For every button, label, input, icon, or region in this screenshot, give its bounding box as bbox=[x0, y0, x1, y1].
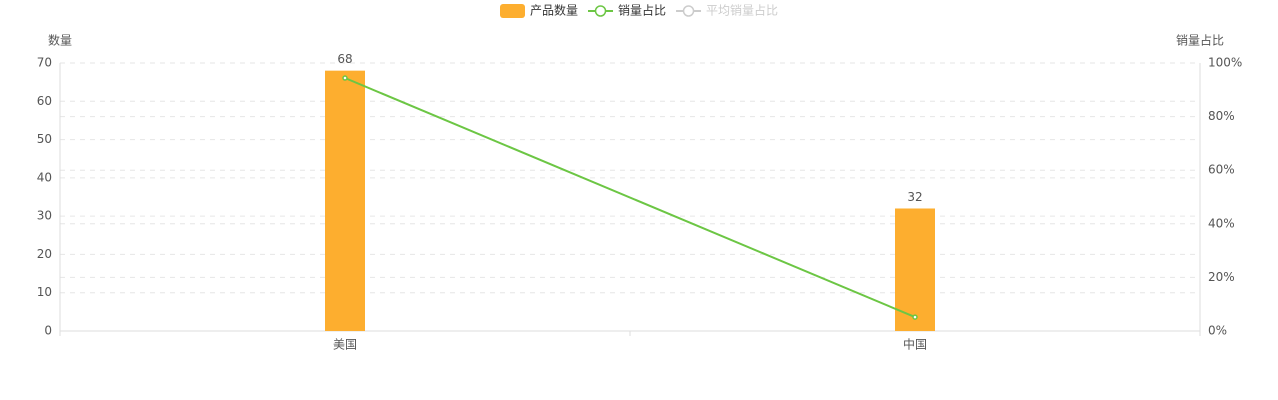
legend-label[interactable]: 产品数量 bbox=[530, 3, 578, 18]
legend-label[interactable]: 平均销量占比 bbox=[706, 3, 778, 18]
y-tick-label: 30 bbox=[37, 209, 52, 223]
line bbox=[344, 77, 916, 318]
y2-axis-name: 销量占比 bbox=[1176, 33, 1224, 48]
data-label: 32 bbox=[907, 190, 922, 204]
legend-swatch[interactable] bbox=[594, 5, 607, 17]
x-tick-label: 美国 bbox=[333, 338, 357, 352]
y-axis-name: 数量 bbox=[48, 33, 72, 48]
y2-tick-label: 0% bbox=[1208, 324, 1227, 338]
x-tick-label: 中国 bbox=[903, 337, 927, 352]
legend-swatch[interactable] bbox=[500, 4, 525, 18]
data-label: 68 bbox=[337, 52, 352, 66]
bar bbox=[895, 208, 935, 331]
legend-swatch[interactable] bbox=[682, 5, 695, 17]
y-tick-label: 0 bbox=[44, 324, 52, 338]
y-tick-label: 40 bbox=[37, 170, 52, 184]
bar bbox=[325, 70, 365, 332]
y-tick-label: 70 bbox=[37, 56, 52, 70]
legend-label[interactable]: 销量占比 bbox=[618, 3, 666, 18]
y-tick-label: 10 bbox=[37, 285, 52, 299]
y-tick-label: 50 bbox=[37, 132, 52, 146]
y2-tick-label: 60% bbox=[1208, 163, 1235, 177]
y-tick-label: 60 bbox=[37, 94, 52, 108]
y2-tick-label: 100% bbox=[1208, 56, 1242, 70]
y2-tick-label: 20% bbox=[1208, 270, 1235, 284]
y2-tick-label: 80% bbox=[1208, 109, 1235, 123]
y-tick-label: 20 bbox=[37, 247, 52, 261]
line-point bbox=[342, 75, 348, 81]
y2-tick-label: 40% bbox=[1208, 216, 1235, 230]
line-point bbox=[912, 314, 918, 320]
